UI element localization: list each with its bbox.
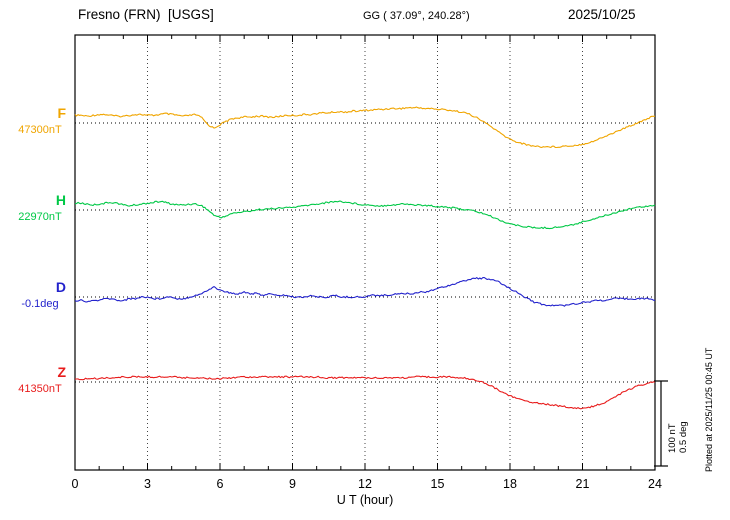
series-letter-Z: Z: [57, 364, 66, 380]
x-tick-label: 0: [72, 477, 79, 491]
trace-Z: [75, 375, 656, 410]
x-tick-label: 18: [503, 477, 517, 491]
trace-F: [74, 106, 656, 149]
series-baseline-F: 47300nT: [18, 124, 62, 136]
trace-H: [74, 200, 656, 230]
x-tick-label: 12: [358, 477, 372, 491]
series-letter-H: H: [55, 192, 66, 208]
plotted-timestamp: Plotted at 2025/11/25 00:45 UT: [704, 347, 714, 472]
x-axis-title: U T (hour): [337, 493, 394, 507]
series-letter-D: D: [55, 279, 66, 295]
x-tick-label: 21: [576, 477, 590, 491]
series-baseline-H: 22970nT: [18, 211, 62, 223]
series-baseline-Z: 41350nT: [18, 383, 62, 395]
x-tick-label: 9: [289, 477, 296, 491]
scale-bar-label-nt: 100 nT: [667, 423, 678, 453]
plot-date: 2025/10/25: [568, 7, 636, 22]
station-title: Fresno (FRN) [USGS]: [78, 7, 214, 22]
trace-D: [74, 277, 656, 307]
scale-bar-label-deg: 0.5 deg: [678, 421, 689, 453]
x-tick-label: 6: [217, 477, 224, 491]
x-tick-label: 3: [144, 477, 151, 491]
series-letter-F: F: [57, 105, 66, 121]
x-tick-label: 15: [431, 477, 445, 491]
geo-coordinates: GG ( 37.09°, 240.28°): [363, 10, 470, 22]
x-tick-label: 24: [648, 477, 662, 491]
plot-frame: [74, 34, 656, 471]
series-baseline-D: -0.1deg: [21, 298, 59, 310]
